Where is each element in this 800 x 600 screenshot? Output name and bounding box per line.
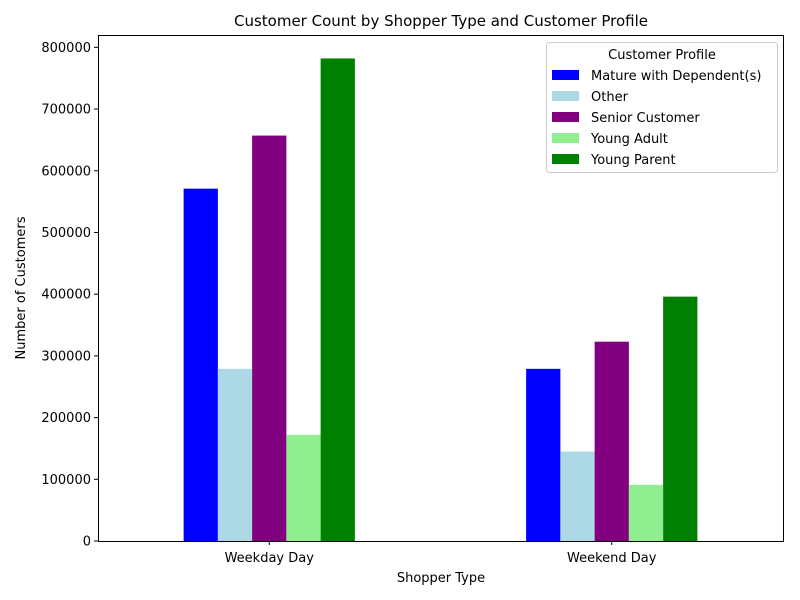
bar-young-adult-weekend-day [628,484,664,541]
y-tick-label: 700000 [41,103,91,118]
bar-mature-with-dependent-s-weekday-day [183,188,218,541]
x-axis-label: Shopper Type [397,571,485,586]
legend: Customer Profile Mature with Dependent(s… [546,42,778,173]
legend-swatch [552,154,579,164]
y-tick-label: 0 [83,535,91,550]
bars-group [183,58,698,541]
bar-young-parent-weekend-day [663,296,698,541]
x-tick-label: Weekday Day [225,551,315,566]
legend-label: Senior Customer [591,111,700,126]
legend-label: Mature with Dependent(s) [591,69,761,84]
legend-label: Young Parent [590,153,676,168]
bar-young-parent-weekday-day [320,58,355,541]
bar-mature-with-dependent-s-weekend-day [526,368,561,541]
plot-frame [98,35,784,542]
y-axis: 0 100000 200000 300000 400000 500000 600000 700… [41,41,98,550]
y-tick-label: 200000 [41,411,91,426]
legend-swatch [552,112,579,122]
legend-label: Other [591,90,629,105]
y-tick-label: 100000 [41,473,91,488]
bar-senior-customer-weekend-day [594,341,629,541]
legend-frame [546,42,778,173]
bar-young-adult-weekday-day [286,434,321,541]
x-tick-label: Weekend Day [567,551,657,566]
legend-swatch [552,70,579,80]
y-tick-label: 400000 [41,288,91,303]
legend-swatch [552,91,579,101]
bar-senior-customer-weekday-day [252,135,287,541]
y-tick-label: 600000 [41,164,91,179]
x-axis: Weekday Day Weekend Day [225,541,657,566]
y-tick-label: 800000 [41,41,91,56]
legend-items: Mature with Dependent(s) Other Senior Cust… [552,69,761,168]
legend-swatch [552,133,579,143]
legend-title: Customer Profile [608,48,716,63]
bar-other-weekday-day [217,368,253,541]
legend-label: Young Adult [590,132,668,147]
bar-other-weekend-day [560,451,595,541]
y-tick-label: 300000 [41,349,91,364]
chart-title: Customer Count by Shopper Type and Custo… [234,12,648,30]
y-tick-label: 500000 [41,226,91,241]
y-axis-label: Number of Customers [14,216,29,359]
